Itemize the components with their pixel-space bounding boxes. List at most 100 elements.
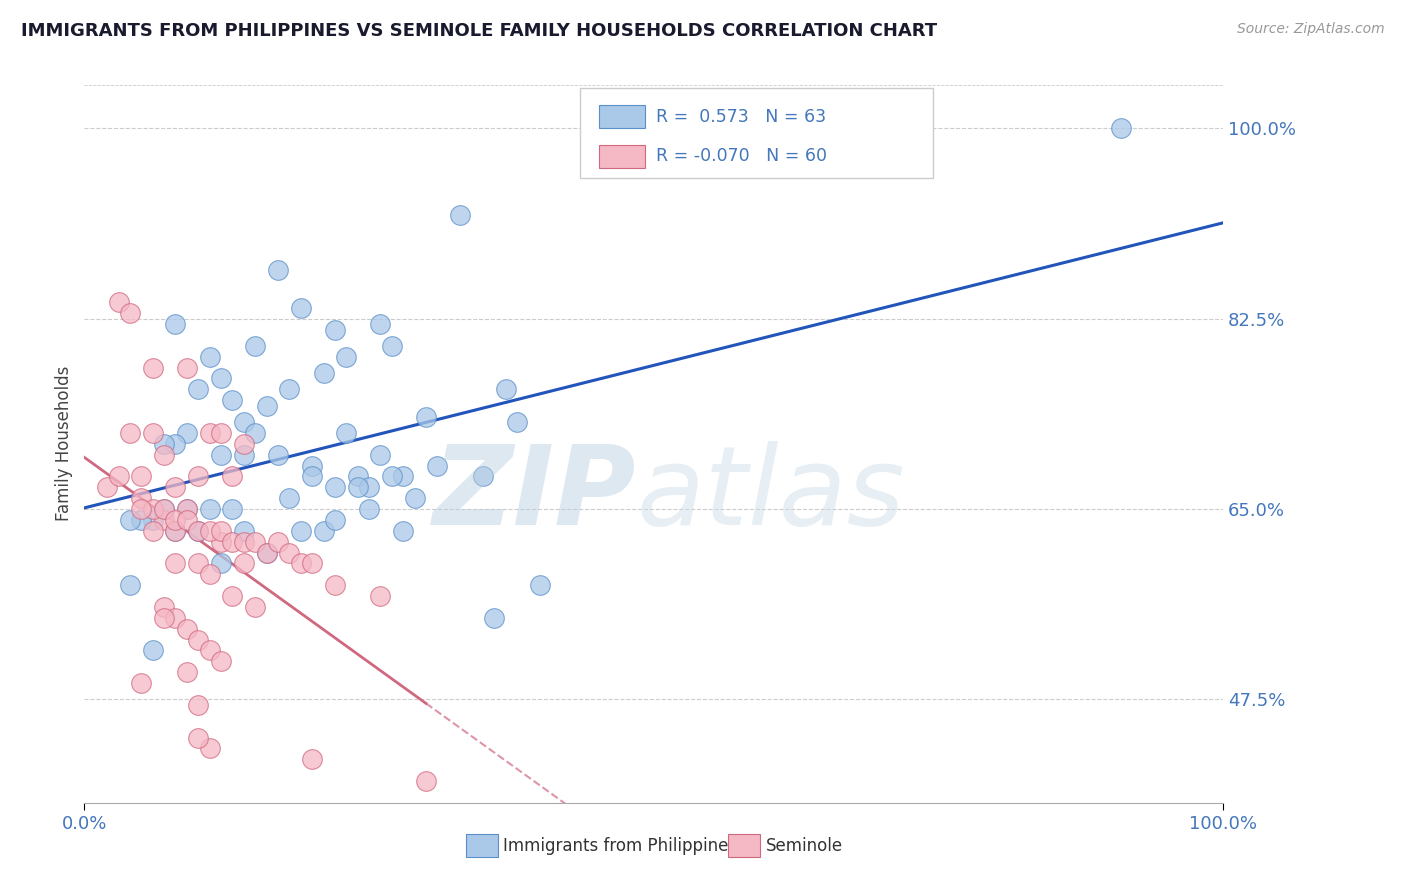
FancyBboxPatch shape	[599, 145, 645, 168]
Point	[198, 643, 221, 657]
Point	[153, 502, 176, 516]
Point	[198, 425, 221, 440]
Point	[153, 513, 176, 527]
Text: Source: ZipAtlas.com: Source: ZipAtlas.com	[1237, 22, 1385, 37]
Point	[323, 513, 346, 527]
Point	[187, 632, 209, 647]
Point	[165, 480, 187, 494]
Point	[323, 480, 346, 494]
Point	[392, 469, 415, 483]
Point	[176, 425, 198, 440]
Point	[370, 448, 392, 462]
Point	[278, 383, 301, 397]
Point	[312, 366, 335, 380]
Text: atlas: atlas	[637, 441, 905, 548]
FancyBboxPatch shape	[728, 834, 759, 856]
Point	[165, 513, 187, 527]
Point	[176, 513, 198, 527]
Point	[232, 415, 254, 429]
Point	[165, 317, 187, 331]
Point	[142, 360, 165, 375]
Point	[176, 502, 198, 516]
Point	[209, 425, 232, 440]
Point	[198, 350, 221, 364]
Point	[392, 524, 415, 538]
Point	[153, 599, 176, 614]
Point	[142, 643, 165, 657]
Point	[118, 513, 141, 527]
Point	[359, 502, 381, 516]
Point	[142, 513, 165, 527]
Point	[221, 502, 243, 516]
Point	[346, 469, 368, 483]
Point	[256, 545, 278, 559]
Point	[301, 469, 323, 483]
Point	[131, 513, 153, 527]
Point	[335, 350, 357, 364]
Point	[278, 545, 301, 559]
Point	[426, 458, 449, 473]
Point	[495, 383, 517, 397]
Point	[153, 437, 176, 451]
Point	[176, 622, 198, 636]
Point	[198, 741, 221, 756]
Point	[118, 306, 141, 320]
Point	[209, 654, 232, 668]
Point	[290, 524, 312, 538]
Point	[232, 534, 254, 549]
Point	[165, 524, 187, 538]
Text: R =  0.573   N = 63: R = 0.573 N = 63	[657, 108, 827, 126]
Point	[278, 491, 301, 505]
Point	[472, 469, 495, 483]
FancyBboxPatch shape	[599, 105, 645, 128]
Point	[153, 448, 176, 462]
Point	[529, 578, 551, 592]
Point	[370, 317, 392, 331]
Point	[267, 262, 290, 277]
Point	[187, 524, 209, 538]
Point	[381, 469, 404, 483]
Point	[165, 611, 187, 625]
Point	[153, 502, 176, 516]
Point	[118, 425, 141, 440]
Point	[209, 524, 232, 538]
Point	[370, 589, 392, 603]
Point	[153, 611, 176, 625]
Point	[381, 339, 404, 353]
Point	[323, 578, 346, 592]
Point	[232, 524, 254, 538]
Point	[312, 524, 335, 538]
Point	[301, 557, 323, 571]
Point	[187, 524, 209, 538]
Point	[415, 774, 437, 789]
Point	[256, 545, 278, 559]
Point	[142, 425, 165, 440]
Point	[301, 752, 323, 766]
Point	[131, 502, 153, 516]
Point	[359, 480, 381, 494]
Point	[335, 425, 357, 440]
Point	[142, 502, 165, 516]
Point	[221, 589, 243, 603]
Point	[221, 393, 243, 408]
Point	[187, 557, 209, 571]
Text: Immigrants from Philippines: Immigrants from Philippines	[503, 837, 738, 855]
Point	[484, 611, 506, 625]
Point	[131, 676, 153, 690]
Y-axis label: Family Households: Family Households	[55, 366, 73, 522]
Point	[245, 425, 267, 440]
Point	[118, 578, 141, 592]
Text: Seminole: Seminole	[765, 837, 842, 855]
Point	[232, 557, 254, 571]
Point	[96, 480, 118, 494]
Point	[187, 383, 209, 397]
Point	[221, 534, 243, 549]
Point	[267, 448, 290, 462]
Point	[404, 491, 426, 505]
Point	[131, 469, 153, 483]
Point	[415, 409, 437, 424]
Point	[290, 557, 312, 571]
Point	[165, 524, 187, 538]
Point	[198, 524, 221, 538]
Point	[209, 371, 232, 385]
